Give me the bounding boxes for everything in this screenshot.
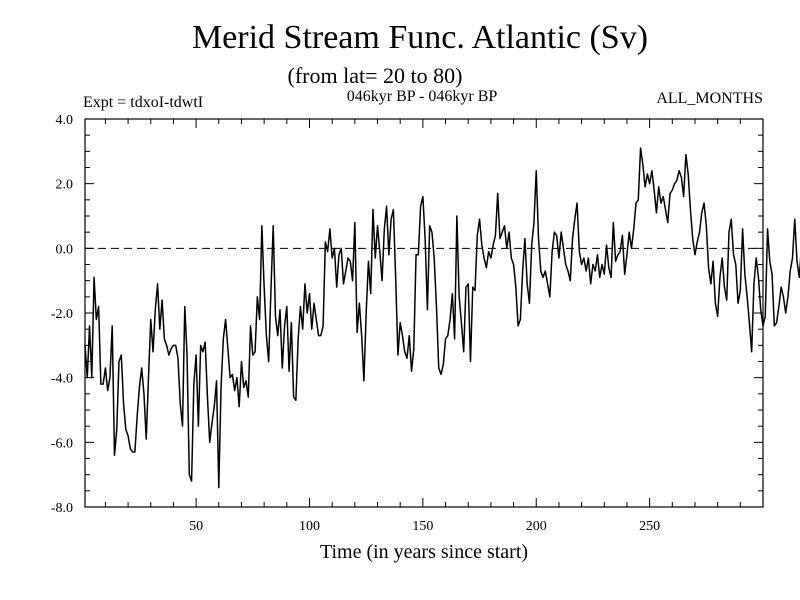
period-label: 046kyr BP - 046kyr BP xyxy=(347,88,498,105)
x-tick-label: 150 xyxy=(412,519,433,534)
experiment-label: Expt = tdxoI-tdwtI xyxy=(83,94,203,111)
y-tick-label: -2.0 xyxy=(51,307,73,322)
plot-frame xyxy=(84,118,764,508)
months-label: ALL_MONTHS xyxy=(656,90,763,107)
x-tick-label: 50 xyxy=(189,519,203,534)
chart-title: Merid Stream Func. Atlantic (Sv) xyxy=(192,19,648,56)
x-tick-label: 200 xyxy=(526,519,547,534)
series-line xyxy=(84,147,800,489)
y-tick-label: -8.0 xyxy=(51,501,73,516)
y-tick-label: 0.0 xyxy=(56,242,74,257)
x-axis-label: Time (in years since start) xyxy=(320,541,528,563)
y-tick-label: 4.0 xyxy=(56,113,74,128)
x-tick-label: 250 xyxy=(639,519,660,534)
x-tick-label: 100 xyxy=(299,519,320,534)
chart-subtitle: (from lat= 20 to 80) xyxy=(288,63,463,88)
y-tick-label: -4.0 xyxy=(51,372,73,387)
y-tick-label: 2.0 xyxy=(56,178,74,193)
y-tick-label: -6.0 xyxy=(51,436,73,451)
